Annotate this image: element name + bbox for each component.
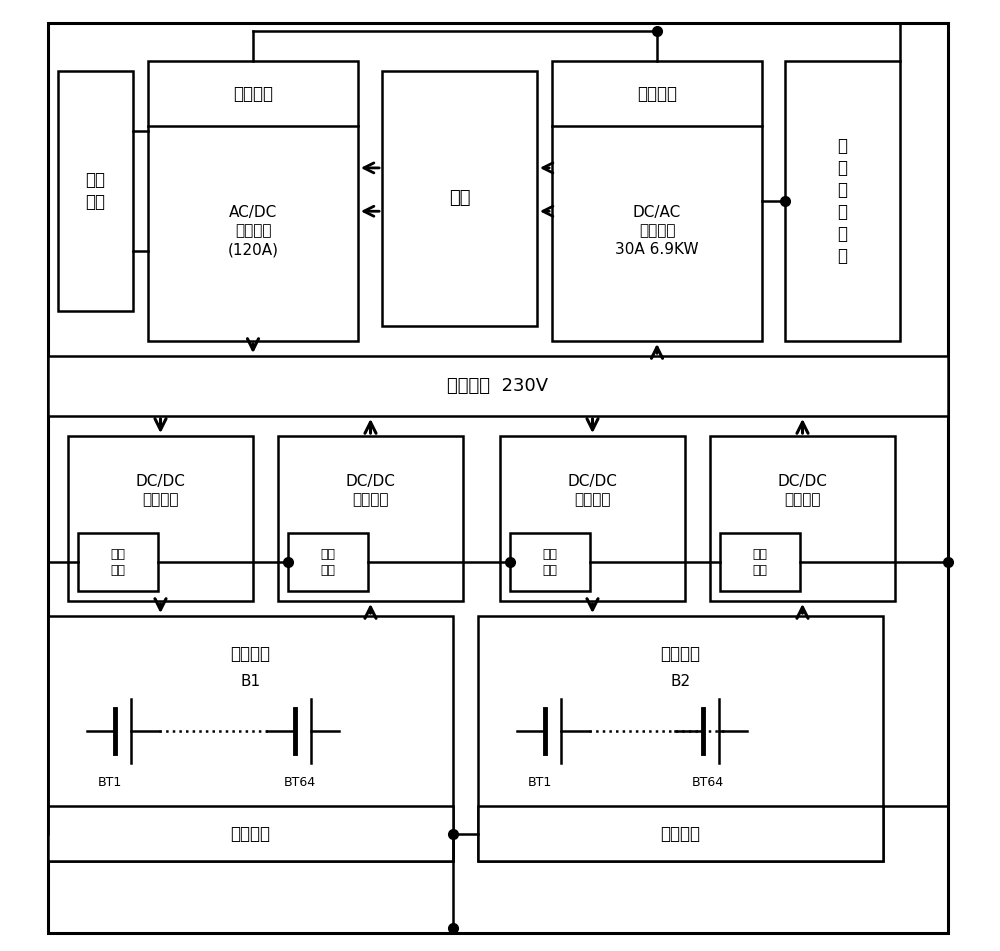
Text: DC/DC
充电电路: DC/DC 充电电路: [136, 474, 185, 507]
Bar: [78, 533, 158, 591]
Text: 通信接口: 通信接口: [233, 85, 273, 103]
Bar: [478, 806, 883, 861]
Text: 蓄电池组: 蓄电池组: [660, 645, 700, 663]
Bar: [48, 806, 453, 861]
Text: DC/DC
放电电路: DC/DC 放电电路: [346, 474, 395, 507]
Text: 通信
接口: 通信 接口: [542, 548, 558, 576]
Bar: [148, 61, 358, 341]
Bar: [48, 356, 948, 416]
Bar: [510, 533, 590, 591]
Text: 通信接口: 通信接口: [230, 825, 270, 843]
Bar: [58, 71, 133, 311]
Bar: [278, 436, 463, 601]
Text: B1: B1: [240, 673, 261, 689]
Bar: [382, 71, 537, 326]
Text: BT1: BT1: [528, 777, 552, 789]
Text: 通信接口: 通信接口: [637, 85, 677, 103]
Bar: [288, 533, 368, 591]
Text: B2: B2: [670, 673, 691, 689]
Bar: [785, 61, 900, 341]
Text: 通信接口: 通信接口: [660, 825, 700, 843]
Text: 蓄电池组: 蓄电池组: [230, 645, 270, 663]
Text: 通信
接口: 通信 接口: [753, 548, 768, 576]
Text: 通信
接口: 通信 接口: [320, 548, 336, 576]
Bar: [478, 616, 883, 861]
Bar: [710, 436, 895, 601]
Text: 直流母线  230V: 直流母线 230V: [447, 377, 549, 395]
Text: BT64: BT64: [692, 777, 724, 789]
Text: 动
态
监
控
装
置: 动 态 监 控 装 置: [838, 137, 848, 265]
Text: DC/DC
放电电路: DC/DC 放电电路: [778, 474, 827, 507]
Bar: [552, 61, 762, 341]
Bar: [720, 533, 800, 591]
Text: 通信
接口: 通信 接口: [110, 548, 126, 576]
Text: 直流
负载: 直流 负载: [86, 171, 106, 211]
Bar: [500, 436, 685, 601]
Bar: [48, 616, 453, 861]
Text: BT64: BT64: [284, 777, 316, 789]
Text: 电网: 电网: [449, 189, 470, 207]
Text: DC/DC
充电电路: DC/DC 充电电路: [568, 474, 617, 507]
Bar: [68, 436, 253, 601]
Text: DC/AC
逆变电路
30A 6.9KW: DC/AC 逆变电路 30A 6.9KW: [615, 204, 699, 257]
Text: AC/DC
整流电路
(120A): AC/DC 整流电路 (120A): [228, 204, 278, 257]
Text: BT1: BT1: [98, 777, 122, 789]
